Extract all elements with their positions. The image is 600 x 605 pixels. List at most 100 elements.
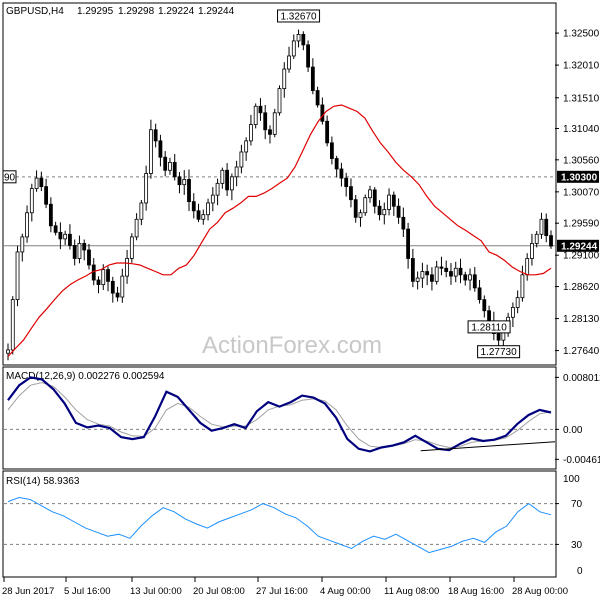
swing-label-box — [277, 9, 321, 23]
rsi-y-tick-label: 30 — [571, 540, 583, 551]
candle-body — [168, 162, 172, 171]
rsi-y-tick-label: 0 — [577, 566, 583, 577]
candle-body — [125, 258, 129, 277]
moving-average-line — [7, 104, 552, 357]
candle-body — [401, 216, 406, 230]
swing-label-box — [467, 320, 511, 334]
candle-body — [391, 194, 396, 207]
price-y-tick-label: 1.28130 — [563, 314, 600, 325]
candle-body — [539, 218, 544, 235]
price-tag-bg — [557, 170, 599, 183]
candle-body — [444, 267, 449, 272]
candle-body — [468, 274, 472, 281]
candle-body — [106, 269, 110, 282]
candle-body — [434, 266, 439, 282]
ohlc-header: GBPUSD,H4 1.29295 1.29298 1.29224 1.2924… — [6, 6, 235, 17]
candle-body — [29, 188, 34, 214]
candle-body — [177, 176, 182, 186]
swing-label: 1.27730 — [481, 347, 518, 358]
candle-body — [472, 274, 477, 289]
candle-body — [268, 129, 272, 135]
candle-body — [172, 162, 177, 178]
candle-body — [158, 140, 163, 158]
candle-body — [382, 209, 387, 216]
candle-body — [477, 287, 482, 301]
candle-body — [72, 245, 77, 259]
candle-body — [549, 235, 553, 247]
candle-body — [220, 169, 225, 184]
price-y-tick-label: 1.29100 — [563, 251, 600, 262]
candles — [6, 29, 553, 361]
candle-body — [344, 177, 349, 188]
swing-label-box — [477, 345, 521, 359]
macd-trendline — [420, 441, 556, 452]
macd-y-tick-label: 0.008012 — [563, 373, 600, 384]
watermark: ActionForex.com — [202, 332, 382, 359]
candle-body — [182, 179, 187, 186]
candle-body — [349, 186, 353, 201]
candle-body — [291, 40, 296, 57]
candle-body — [258, 105, 263, 114]
candle-body — [325, 120, 330, 144]
candle-body — [406, 228, 411, 259]
x-tick-label: 27 Jul 16:00 — [256, 586, 308, 597]
price-y-tick-label: 1.27640 — [563, 346, 600, 357]
candle-body — [34, 177, 39, 189]
price-y-tick-label: 1.30070 — [563, 187, 600, 198]
candle-body — [191, 201, 196, 212]
candle-body — [115, 292, 120, 298]
candle-body — [234, 166, 239, 178]
candle-body — [372, 189, 377, 207]
candle-body — [10, 299, 15, 351]
candle-body — [410, 258, 415, 282]
low-value: 1.29224 — [158, 6, 195, 17]
candle-body — [110, 280, 115, 294]
candle-body — [239, 151, 244, 168]
x-tick-label: 20 Jul 08:00 — [193, 586, 245, 597]
candle-body — [282, 68, 287, 90]
candle-body — [458, 267, 463, 276]
candle-body — [525, 258, 530, 276]
high-value: 1.29298 — [118, 6, 155, 17]
candle-body — [420, 271, 425, 279]
candle-body — [187, 179, 191, 203]
macd-title: MACD(12,26,9) 0.002276 0.002594 — [6, 371, 165, 382]
candle-body — [77, 243, 82, 259]
candle-body — [244, 140, 249, 153]
candle-body — [58, 231, 63, 240]
candle-body — [334, 158, 339, 170]
candle-body — [163, 156, 168, 171]
candle-body — [377, 205, 382, 216]
candle-body — [225, 169, 230, 191]
candle-body — [82, 243, 87, 251]
candle-body — [363, 197, 368, 214]
symbol-label: GBPUSD,H4 — [6, 6, 64, 17]
rsi-y-tick-label: 100 — [563, 474, 580, 485]
candle-body — [487, 310, 491, 323]
candle-body — [306, 44, 310, 68]
x-tick-label: 28 Jun 2017 — [2, 586, 54, 597]
rsi-panel: RSI(14) 58.9363 70 30 100 0 — [4, 474, 583, 577]
candle-body — [134, 218, 139, 238]
candle-body — [425, 271, 430, 276]
candle-body — [263, 112, 268, 131]
rsi-y-tick-label: 70 — [571, 499, 583, 510]
price-y-tick-label: 1.32500 — [563, 29, 600, 40]
macd-y-tick-label: -0.004619 — [563, 455, 600, 466]
x-tick-label: 11 Aug 08:00 — [384, 586, 439, 597]
candle-body — [439, 266, 444, 269]
left-tag-label: 90 — [4, 172, 16, 183]
candle-body — [430, 274, 434, 282]
candle-body — [415, 277, 420, 282]
macd-line — [7, 376, 552, 453]
candle-body — [463, 274, 468, 281]
x-tick-label: 13 Jul 00:00 — [130, 586, 182, 597]
candle-body — [201, 214, 206, 220]
x-tick-label: 5 Jul 16:00 — [64, 586, 110, 597]
candle-body — [148, 129, 153, 174]
candle-body — [44, 186, 49, 205]
candle-body — [496, 333, 501, 341]
candle-body — [6, 349, 10, 354]
candle-body — [153, 129, 158, 142]
